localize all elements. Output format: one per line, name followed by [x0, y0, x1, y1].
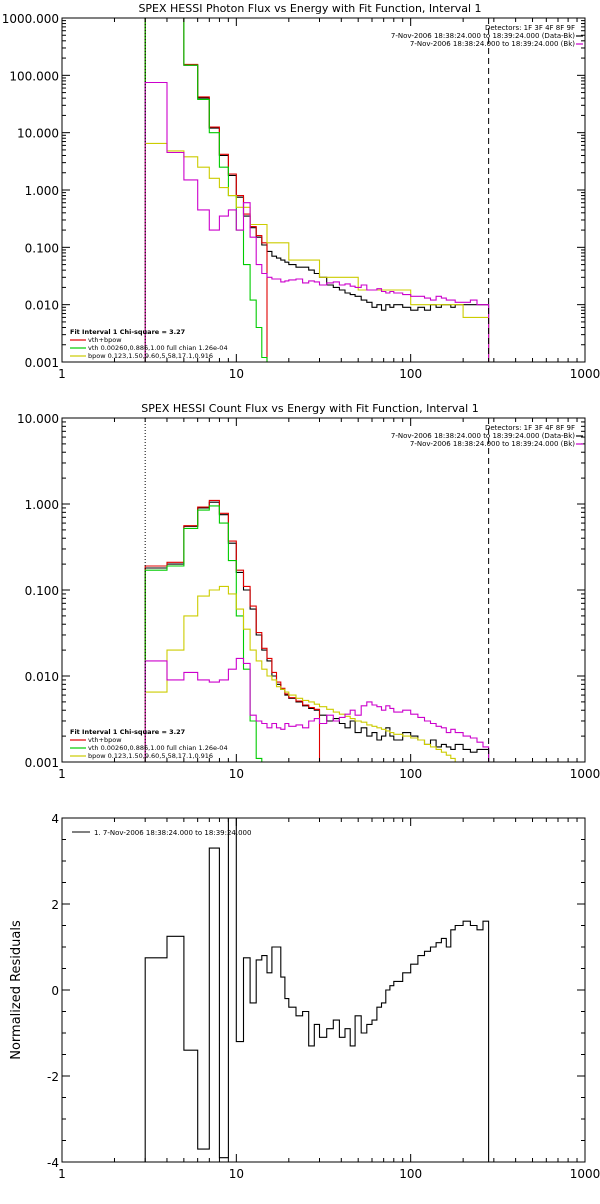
legend-bottom-item: Fit Interval 1 Chi-square = 3.27 [70, 328, 185, 336]
x-tick-label: 10 [229, 1167, 244, 1181]
series-line [144, 81, 490, 362]
marker-lines [144, 18, 490, 362]
legend-bottom-item: vth+bpow [88, 336, 122, 344]
legend-top-item: 7-Nov-2006 18:38:24.000 to 18:39:24.000 … [410, 40, 575, 48]
panel-photon-flux: SPEX HESSI Photon Flux vs Energy with Fi… [2, 2, 600, 381]
legend-top: Detectors: 1F 3F 4F 8F 9F 7-Nov-2006 18:… [391, 424, 575, 448]
y-tick-label: 4 [51, 812, 59, 826]
x-tick-label: 100 [399, 767, 422, 781]
legend-top-item: Detectors: 1F 3F 4F 8F 9F [485, 424, 575, 432]
y-tick-label: 0.010 [25, 299, 59, 313]
legend-bottom: Fit Interval 1 Chi-square = 3.27 vth+bpo… [70, 328, 228, 360]
marker-lines [144, 418, 490, 762]
x-tick-label: 10 [229, 367, 244, 381]
chart-title: SPEX HESSI Count Flux vs Energy with Fit… [141, 402, 478, 415]
panel-residuals: Normalized Residuals 1 10 100 1000 4 2 0 -2 -4 1… [9, 812, 600, 1181]
legend-bottom-swatches [70, 339, 86, 357]
y-tick-label: 1.000 [25, 498, 59, 512]
x-tick-label: 100 [399, 1167, 422, 1181]
x-tick-label: 1 [58, 1167, 66, 1181]
plot-frame [61, 17, 586, 363]
series-line [144, 657, 490, 762]
y-tick-label: 1000.000 [2, 12, 59, 26]
series-group [144, 499, 490, 763]
plot-frame [61, 817, 586, 1163]
y-tick-label: 2 [51, 898, 59, 912]
x-tick-label: 1000 [570, 1167, 600, 1181]
legend-top-item: 7-Nov-2006 18:38:24.000 to 18:39:24.000 … [410, 440, 575, 448]
y-tick-label: -2 [47, 1070, 59, 1084]
y-tick-label: 0.100 [25, 584, 59, 598]
legend-bottom-item: vth 0.00260,0.886,1.00 full chian 1.26e-… [88, 744, 228, 752]
y-tick-label: 1.000 [25, 184, 59, 198]
x-tick-label: 10 [229, 767, 244, 781]
legend-top: Detectors: 1F 3F 4F 8F 9F 7-Nov-2006 18:… [391, 24, 575, 48]
axis-ticks: 1 10 100 1000 0.001 0.010 0.100 1.000 10.000 100.… [2, 12, 600, 381]
legend-top-item: 7-Nov-2006 18:38:24.000 to 18:39:24.000 … [391, 432, 575, 440]
y-tick-label: 100.000 [9, 69, 59, 83]
y-tick-label: 0.010 [25, 670, 59, 684]
series-group [144, 817, 490, 1162]
series-group [144, 17, 490, 362]
x-tick-label: 1 [58, 367, 66, 381]
y-tick-label: 0 [51, 984, 59, 998]
legend-bottom-item: Fit Interval 1 Chi-square = 3.27 [70, 728, 185, 736]
axis-ticks: 1 10 100 1000 4 2 0 -2 -4 [47, 812, 600, 1181]
legend-top-swatches [576, 35, 583, 45]
series-line [144, 585, 477, 763]
legend-bottom-item: bpow 0.123,1.50,9.60,5.58,17.1,0.916 [88, 352, 213, 360]
series-line [144, 817, 490, 1162]
x-tick-label: 100 [399, 367, 422, 381]
chart-title: SPEX HESSI Photon Flux vs Energy with Fi… [138, 2, 481, 15]
legend-bottom: Fit Interval 1 Chi-square = 3.27 vth+bpo… [70, 728, 228, 760]
series-line [144, 501, 490, 762]
series-line [144, 17, 268, 362]
y-tick-label: 0.001 [25, 756, 59, 770]
series-line [144, 17, 490, 362]
y-tick-label: 10.000 [17, 412, 59, 426]
y-tick-label: 0.100 [25, 241, 59, 255]
series-line [144, 142, 490, 362]
x-tick-label: 1 [58, 767, 66, 781]
plot-frame [61, 417, 586, 763]
legend-bottom-item: vth 0.00260,0.886,1.00 full chian 1.26e-… [88, 344, 228, 352]
y-tick-label: -4 [47, 1156, 59, 1170]
x-tick-label: 1000 [570, 767, 600, 781]
series-line [144, 499, 321, 762]
legend-item: 1. 7-Nov-2006 18:38:24.000 to 18:39:24.0… [94, 829, 251, 837]
legend-top-item: 7-Nov-2006 18:38:24.000 to 18:39:24.000 … [391, 32, 575, 40]
y-tick-label: 10.000 [17, 127, 59, 141]
x-tick-label: 1000 [570, 367, 600, 381]
series-line [144, 17, 268, 362]
panel-count-flux: SPEX HESSI Count Flux vs Energy with Fit… [17, 402, 600, 781]
legend-top-item: Detectors: 1F 3F 4F 8F 9F [485, 24, 575, 32]
legend-bottom-item: bpow 0.123,1.50,9.60,5.58,17.1,0.916 [88, 752, 213, 760]
legend-bottom-item: vth+bpow [88, 736, 122, 744]
y-tick-label: 0.001 [25, 356, 59, 370]
axis-ticks: 1 10 100 1000 0.001 0.010 0.100 1.000 10.000 [17, 412, 600, 781]
y-axis-label: Normalized Residuals [9, 920, 24, 1060]
legend-top-swatches [576, 435, 583, 445]
series-line [144, 505, 263, 762]
legend-bottom-swatches [70, 739, 86, 757]
